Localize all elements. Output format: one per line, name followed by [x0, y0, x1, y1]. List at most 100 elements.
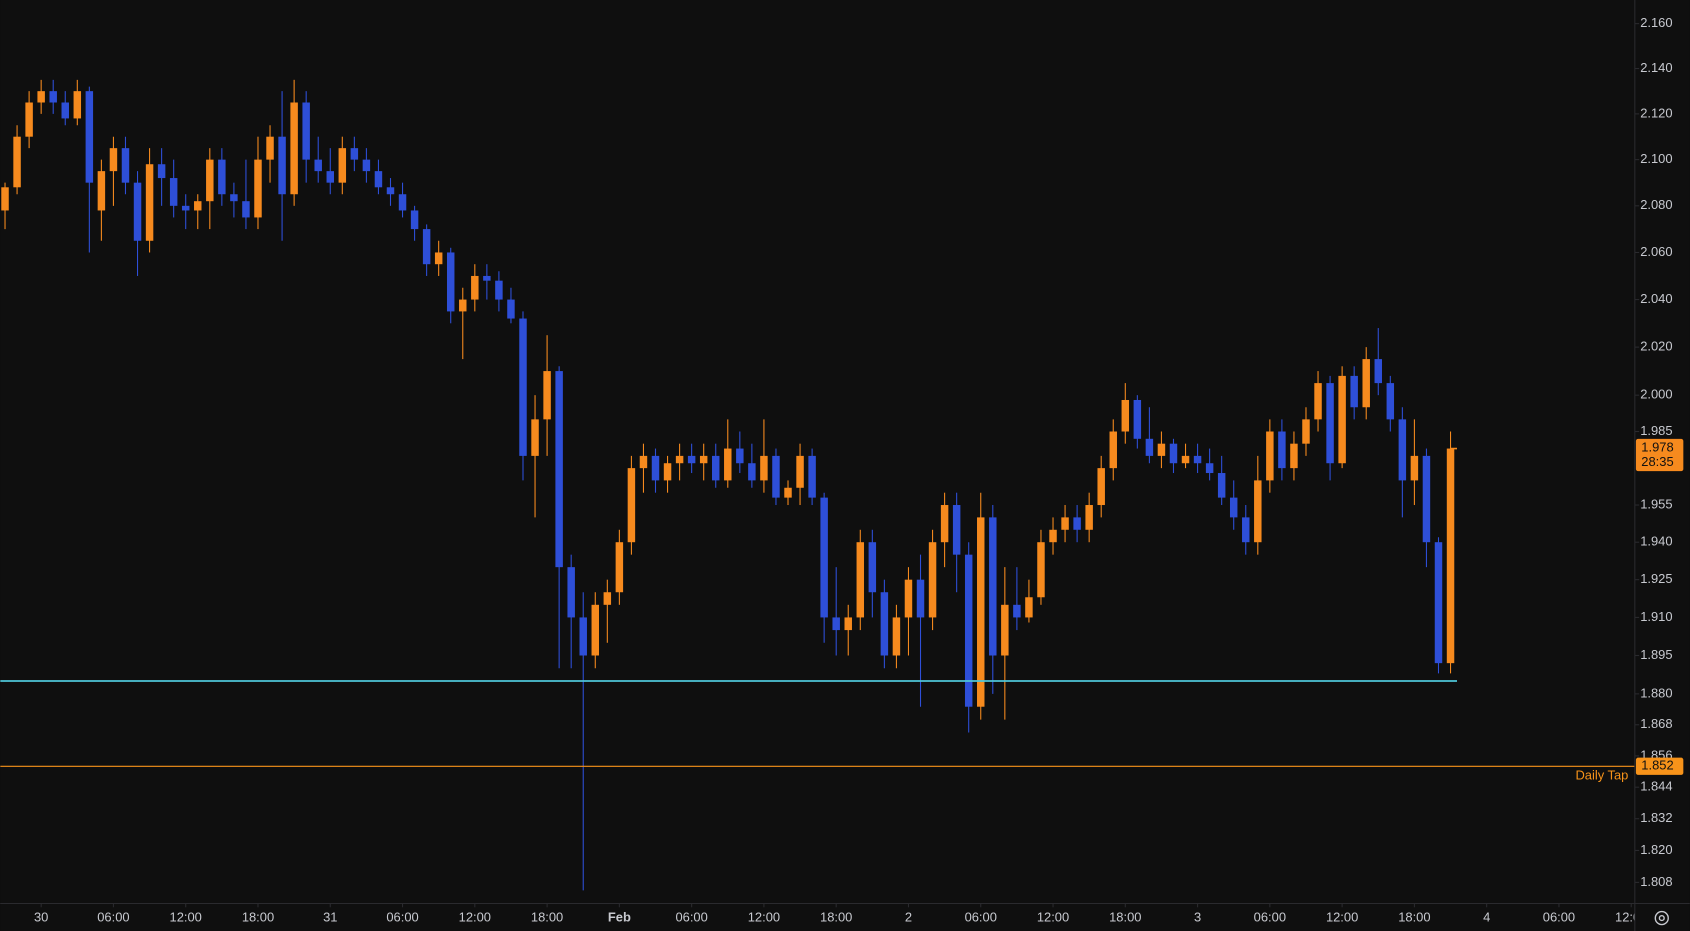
- candle-body: [844, 617, 852, 631]
- candle-body: [507, 299, 515, 319]
- candle-body: [1133, 399, 1142, 439]
- candle-body: [242, 201, 250, 218]
- candle-body: [25, 102, 33, 137]
- x-tick-label: 4: [1483, 909, 1490, 924]
- candle-body: [1374, 359, 1382, 384]
- candle-body: [687, 455, 696, 464]
- candle-body: [422, 229, 431, 265]
- x-tick-label: 12:00: [1615, 909, 1647, 924]
- candle-body: [61, 102, 69, 119]
- candle-body: [1097, 468, 1105, 506]
- candle-body: [1181, 455, 1190, 464]
- candle-body: [157, 164, 166, 179]
- candle-body: [543, 371, 551, 420]
- plot-area: 30 06:00 12:00 18:00 31 06:00 12:00 18:00 Feb 06:…: [0, 79, 1647, 924]
- candle-body: [1254, 480, 1262, 543]
- candle-body: [519, 318, 527, 456]
- candle-body: [169, 178, 178, 206]
- y-tick-label: 2.160: [1640, 15, 1672, 30]
- candle-body: [133, 182, 142, 241]
- candle-body: [410, 210, 419, 230]
- y-tick-label: 1.940: [1640, 534, 1672, 549]
- level-badge: [1635, 757, 1684, 775]
- y-tick-label: 1.820: [1640, 842, 1672, 857]
- x-tick-label: 12:00: [1037, 909, 1069, 924]
- candle-body: [989, 517, 997, 656]
- candle-body: [1266, 431, 1274, 481]
- candle-body: [206, 159, 214, 202]
- countdown-label: 28:35: [1641, 454, 1673, 469]
- candle-body: [675, 455, 684, 464]
- y-tick-label: 1.880: [1640, 685, 1672, 700]
- candle-body: [868, 542, 877, 593]
- candle-body: [591, 604, 600, 656]
- candle-body: [398, 194, 407, 211]
- candle-body: [555, 371, 563, 568]
- x-tick-label: 12:00: [459, 909, 491, 924]
- candle-body: [350, 148, 359, 160]
- y-tick-label: 2.140: [1640, 60, 1672, 75]
- candle-body: [181, 205, 190, 211]
- candle-body: [471, 275, 479, 300]
- candle-body: [567, 567, 575, 618]
- candle-body: [1061, 517, 1069, 530]
- candle-body: [892, 617, 901, 656]
- candle-body: [290, 102, 298, 195]
- candle-body: [724, 448, 732, 481]
- x-tick-label: 06:00: [965, 909, 997, 924]
- y-tick-label: 1.832: [1640, 810, 1672, 825]
- candle-body: [434, 252, 443, 265]
- candle-body: [1326, 383, 1334, 464]
- x-tick-label: 18:00: [531, 909, 563, 924]
- level-label: Daily Tap: [1575, 767, 1628, 782]
- candle-body: [699, 455, 708, 464]
- x-tick-label: 18:00: [820, 909, 852, 924]
- candle-body: [1145, 438, 1154, 456]
- candle-body: [1290, 443, 1298, 469]
- candle-body: [1398, 419, 1407, 481]
- candle-body: [314, 159, 322, 172]
- candle-body: [663, 463, 672, 481]
- candle-body: [639, 455, 648, 469]
- candle-body: [254, 159, 262, 218]
- candle-body: [386, 187, 395, 195]
- candle-body: [856, 542, 865, 618]
- candle-body: [1386, 383, 1395, 420]
- candle-body: [904, 579, 913, 618]
- y-tick-label: 2.020: [1640, 339, 1672, 354]
- candle-body: [1362, 359, 1370, 408]
- candle-body: [1422, 455, 1431, 543]
- candle-body: [1446, 448, 1455, 664]
- candle-body: [880, 592, 889, 656]
- candle-body: [109, 148, 118, 172]
- candle-body: [1121, 399, 1130, 432]
- price-badge-label: 1.978: [1641, 439, 1673, 454]
- candle-body: [49, 91, 57, 103]
- settings-icon[interactable]: [1654, 910, 1669, 926]
- candle-body: [1434, 542, 1443, 664]
- y-tick-label: 1.955: [1640, 496, 1672, 511]
- candle-body: [796, 455, 804, 488]
- x-tick-label: 2: [905, 909, 912, 924]
- candle-body: [736, 448, 744, 464]
- candle-body: [374, 171, 383, 188]
- candle-body: [940, 505, 949, 543]
- candle-body: [1013, 604, 1021, 618]
- candle-body: [964, 554, 973, 707]
- candle-body: [483, 275, 491, 281]
- candle-body: [651, 455, 660, 481]
- candle-body: [446, 252, 455, 312]
- price-badge: [1635, 438, 1684, 472]
- candle-body: [1037, 542, 1045, 598]
- candle-body: [1410, 455, 1419, 481]
- candle-body: [1193, 455, 1202, 464]
- x-tick-label: 30: [34, 909, 48, 924]
- x-tick-label: 06:00: [97, 909, 129, 924]
- candle-body: [1025, 597, 1033, 618]
- x-tick-label: 06:00: [386, 909, 418, 924]
- candle-body: [13, 136, 21, 188]
- candle-body: [531, 419, 539, 456]
- x-tick-label: 12:00: [1326, 909, 1358, 924]
- candle-body: [1109, 431, 1117, 469]
